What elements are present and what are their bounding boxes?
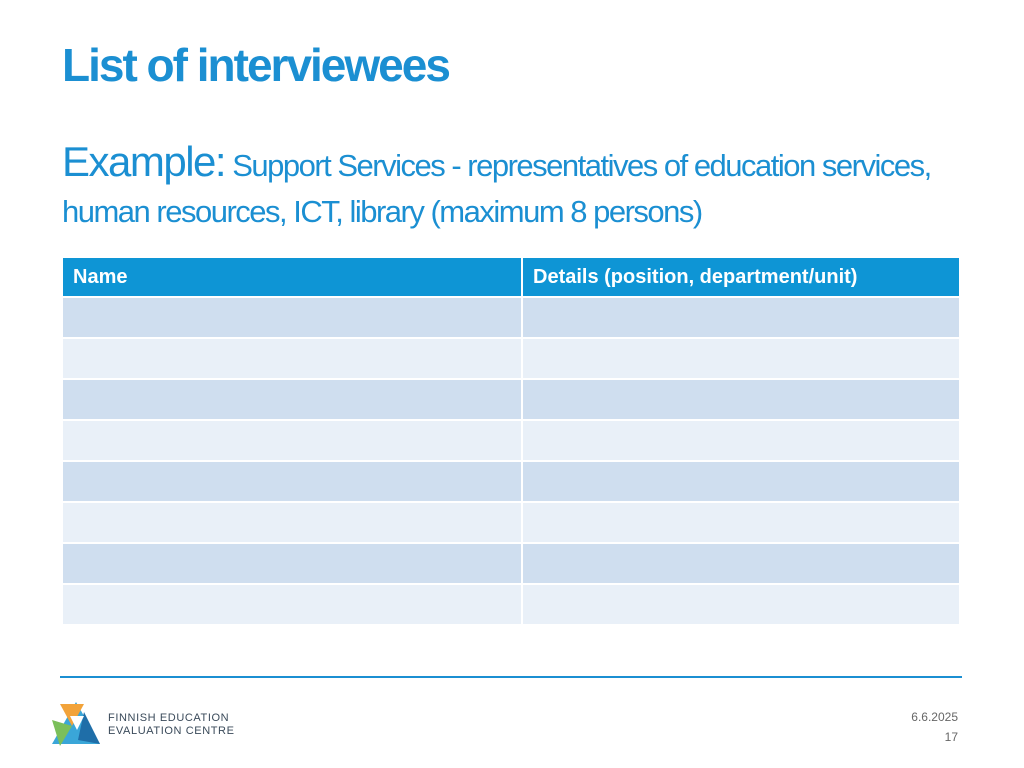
slide-title: List of interviewees [62,39,451,91]
column-header-name: Name [61,256,523,298]
table-cell-name[interactable] [61,460,523,503]
table-cell-name[interactable] [61,296,523,339]
table-cell-name[interactable] [61,583,523,626]
table-row [61,378,961,421]
subtitle-description: Support Services - representatives of ed… [62,148,932,229]
table-cell-name[interactable] [61,378,523,421]
table-header-row: Name Details (position, department/unit) [61,256,961,298]
table-row [61,296,961,339]
table-cell-details[interactable] [521,501,961,544]
table-row [61,501,961,544]
column-header-details: Details (position, department/unit) [521,256,961,298]
table-cell-details[interactable] [521,419,961,462]
table-cell-details[interactable] [521,460,961,503]
table-row [61,460,961,503]
interviewees-table: Name Details (position, department/unit) [61,256,961,626]
table-row [61,583,961,626]
table-row [61,419,961,462]
table-cell-name[interactable] [61,542,523,585]
table-cell-details[interactable] [521,296,961,339]
table-cell-details[interactable] [521,542,961,585]
table-cell-details[interactable] [521,337,961,380]
subtitle-lead: Example: [62,138,227,185]
organization-logo-icon [52,702,100,746]
table-cell-name[interactable] [61,337,523,380]
page-number: 17 [944,730,958,744]
table-row [61,337,961,380]
organization-name-line-1: FINNISH EDUCATION [108,712,230,724]
organization-name: FINNISH EDUCATION EVALUATION CENTRE [108,712,235,738]
table-cell-name[interactable] [61,419,523,462]
table-cell-name[interactable] [61,501,523,544]
slide-date: 6.6.2025 [911,710,958,724]
table-row [61,542,961,585]
footer-divider [60,676,962,678]
slide-subtitle: Example: Support Services - representati… [62,141,962,238]
table-cell-details[interactable] [521,583,961,626]
table-cell-details[interactable] [521,378,961,421]
organization-name-line-2: EVALUATION CENTRE [108,725,235,737]
